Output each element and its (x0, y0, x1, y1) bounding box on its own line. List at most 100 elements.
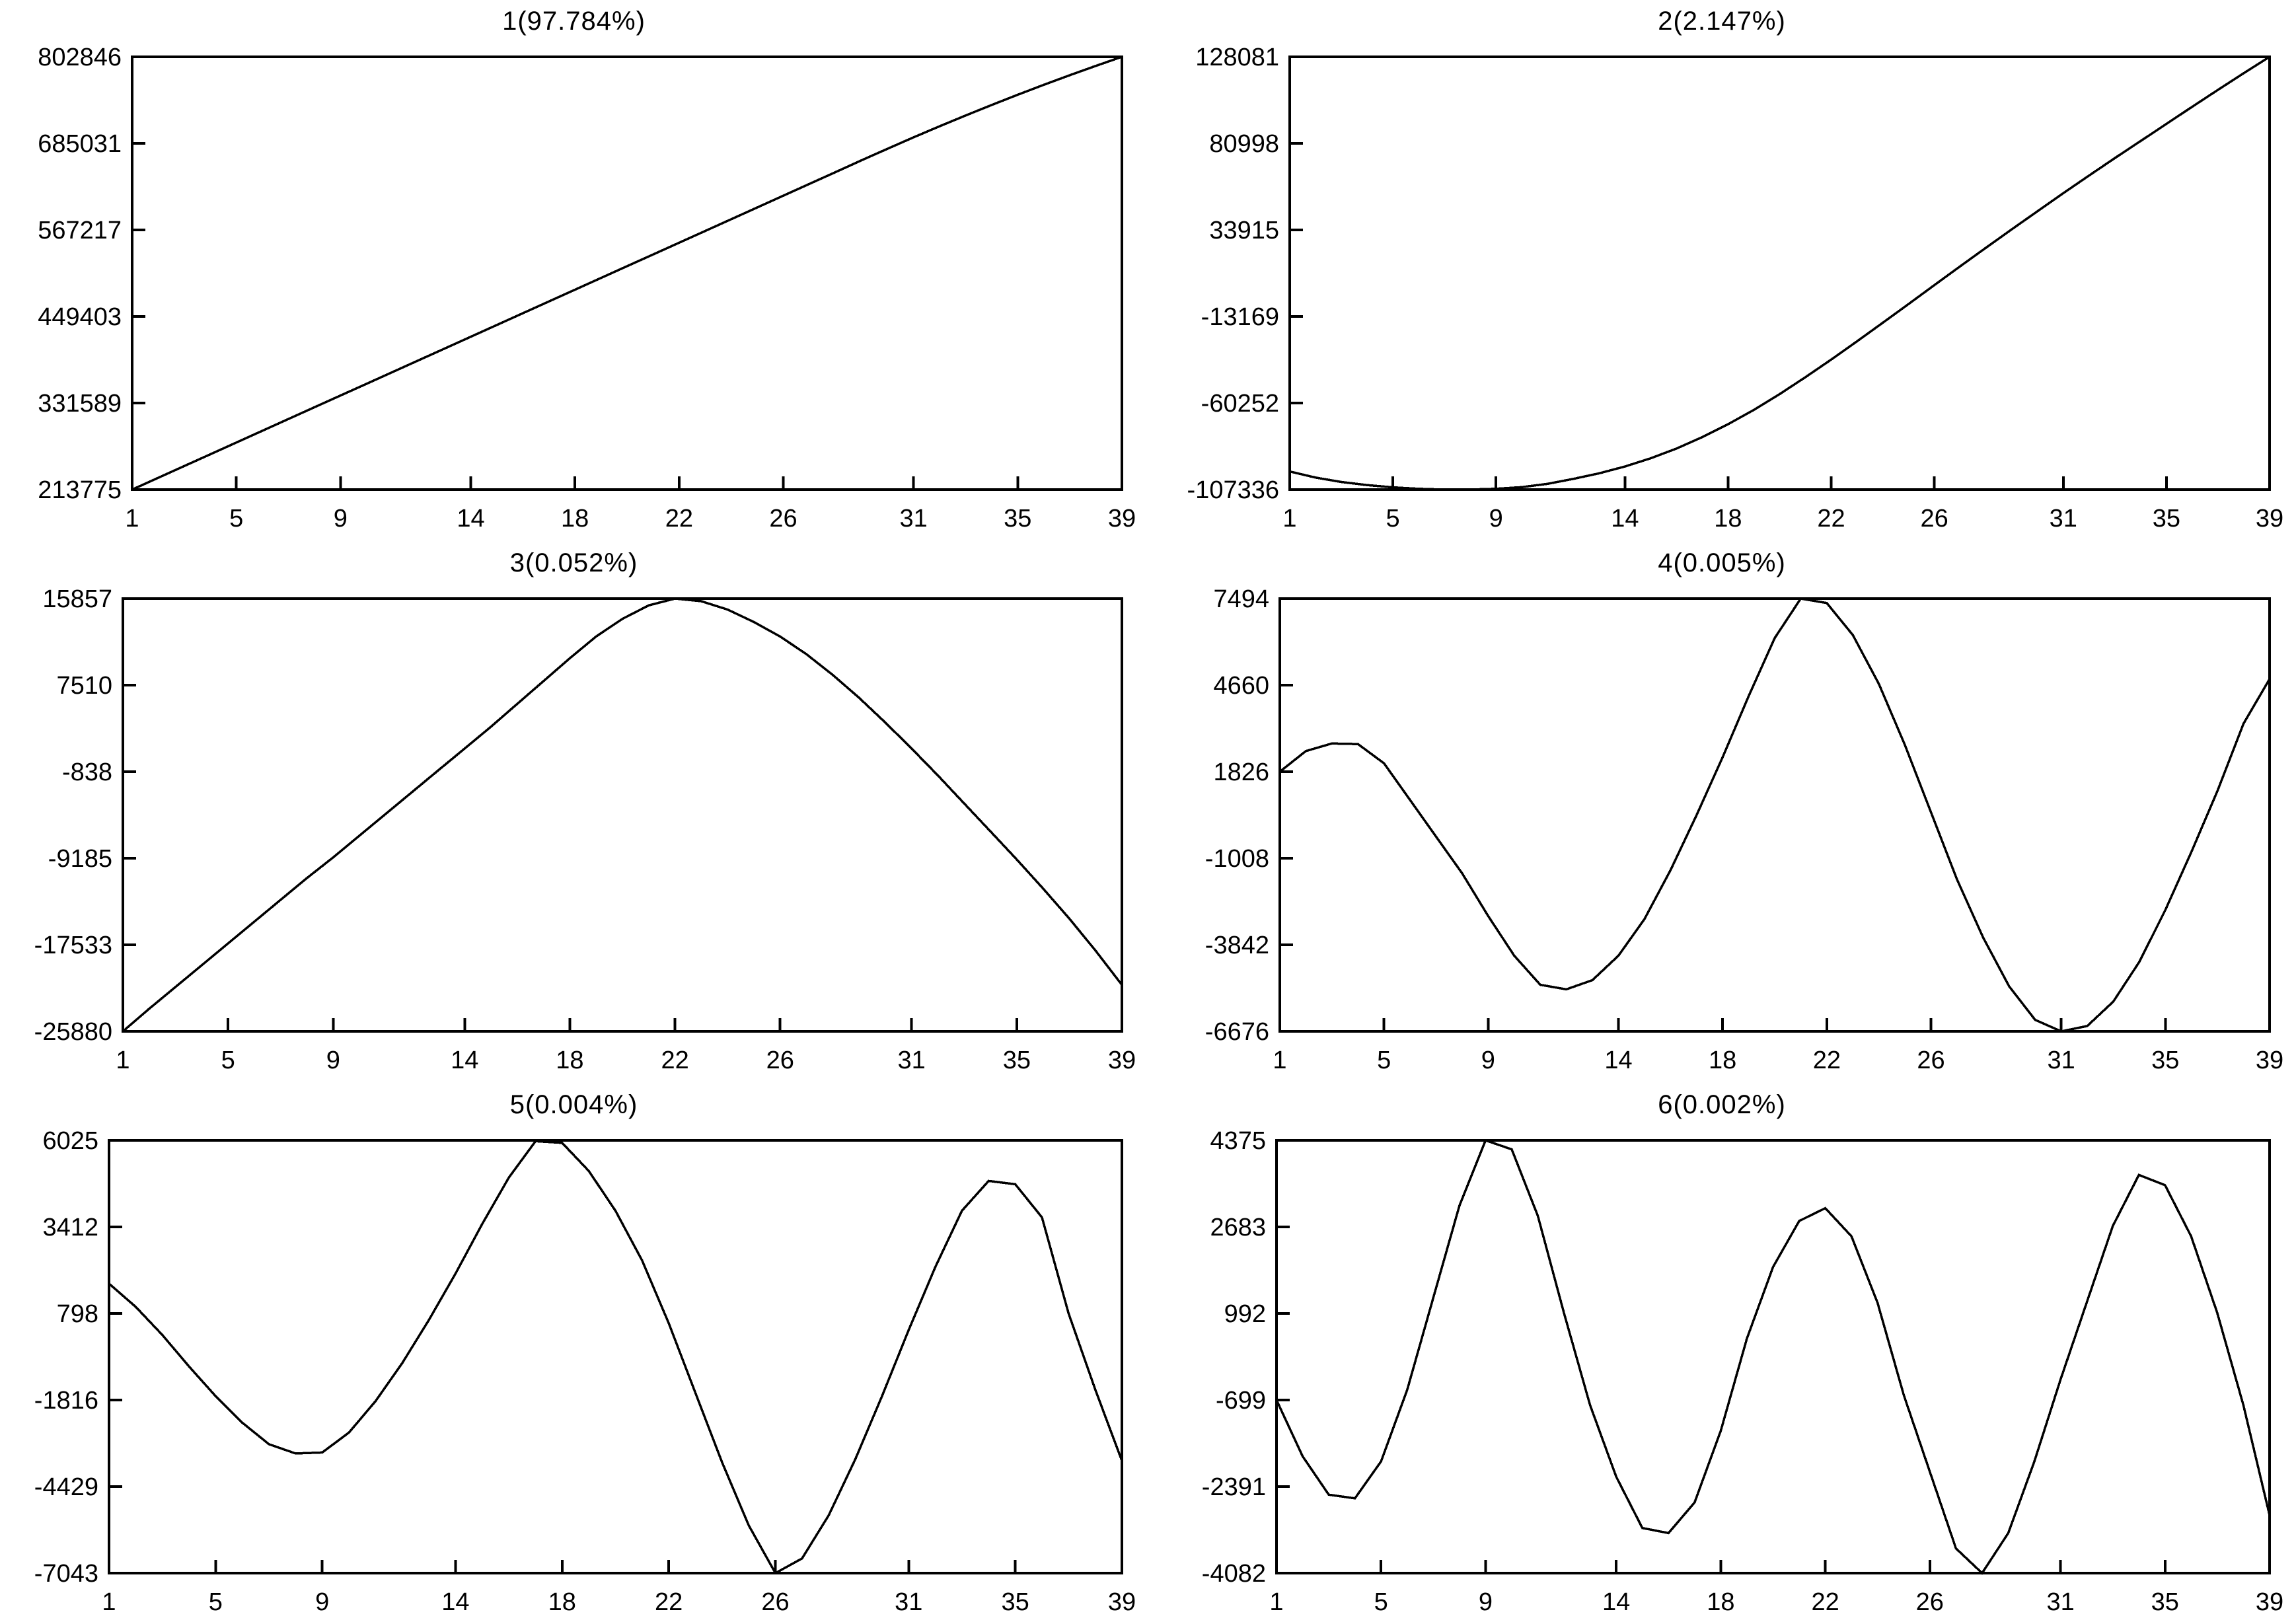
y-tick-label: 992 (1224, 1300, 1266, 1328)
series-line (108, 1140, 1123, 1575)
x-tick-label: 26 (1921, 505, 1948, 533)
x-tick-label: 31 (899, 505, 927, 533)
x-tick-label: 14 (1611, 505, 1639, 533)
y-tick-label: 7494 (1213, 585, 1269, 613)
x-tick-label: 1 (102, 1588, 116, 1616)
y-tick-label: 798 (57, 1300, 98, 1328)
x-tick-label: 26 (766, 1047, 794, 1074)
plot-border (122, 597, 1123, 1033)
y-tick-label: -4429 (34, 1473, 98, 1501)
x-tick-label: 9 (326, 1047, 340, 1074)
y-tick-label: 213775 (38, 476, 122, 504)
y-tick-label: -699 (1216, 1387, 1266, 1415)
x-tick-label: 18 (548, 1588, 576, 1616)
y-tick-label: -25880 (34, 1018, 112, 1046)
x-tick-label: 18 (1707, 1588, 1734, 1616)
y-tick-label: 4660 (1213, 672, 1269, 700)
x-tick-label: 18 (1714, 505, 1742, 533)
y-tick-label: -6676 (1205, 1018, 1269, 1046)
y-tick-label: 6025 (42, 1127, 98, 1155)
x-tick-label: 26 (1917, 1047, 1944, 1074)
y-tick-label: 3412 (42, 1214, 98, 1241)
y-tick-label: 80998 (1209, 130, 1279, 158)
x-tick-label: 22 (1817, 505, 1845, 533)
chart-title: 3(0.052%) (509, 548, 638, 577)
x-tick-label: 5 (209, 1588, 223, 1616)
series-line (1278, 597, 2271, 1033)
x-tick-label: 35 (1003, 1047, 1031, 1074)
x-tick-label: 31 (2047, 1047, 2075, 1074)
subplot-6: 6(0.002%) 4375 2683 992 -699 -2391 -4082 1 5 9 14… (1148, 1084, 2296, 1624)
chart-title: 6(0.002%) (1658, 1090, 1786, 1119)
y-tick-label: -7043 (34, 1560, 98, 1588)
series-line (122, 597, 1123, 1033)
x-tick-label: 5 (1377, 1047, 1391, 1074)
x-tick-label: 14 (1604, 1047, 1632, 1074)
subplot-1: 1(97.784%) 802846 685031 567217 449403 33158… (0, 0, 1148, 542)
x-tick-label: 1 (1273, 1047, 1286, 1074)
x-tick-label: 31 (895, 1588, 922, 1616)
y-tick-label: 7510 (56, 672, 112, 700)
x-tick-label: 1 (1282, 505, 1296, 533)
y-tick-label: -2391 (1202, 1473, 1266, 1501)
x-tick-label: 5 (1374, 1588, 1388, 1616)
y-tick-label: 33915 (1209, 217, 1279, 244)
x-tick-label: 22 (1813, 1047, 1841, 1074)
x-tick-label: 31 (2050, 505, 2077, 533)
x-tick-label: 39 (2256, 1047, 2283, 1074)
y-tick-label: -13169 (1201, 303, 1279, 331)
x-tick-label: 1 (1269, 1588, 1283, 1616)
series-line (1289, 55, 2270, 491)
y-tick-label: 449403 (38, 303, 122, 331)
x-tick-label: 9 (315, 1588, 329, 1616)
x-tick-label: 39 (1108, 505, 1136, 533)
chart-title: 2(2.147%) (1658, 7, 1786, 36)
x-tick-label: 26 (761, 1588, 789, 1616)
x-tick-label: 9 (1481, 1047, 1495, 1074)
chart-title: 5(0.004%) (509, 1090, 638, 1119)
x-tick-label: 31 (2046, 1588, 2074, 1616)
x-tick-label: 9 (1479, 1588, 1493, 1616)
y-tick-label: 128081 (1195, 44, 1279, 71)
x-tick-label: 14 (1602, 1588, 1630, 1616)
x-tick-label: 39 (2256, 1588, 2283, 1616)
x-tick-label: 35 (1004, 505, 1031, 533)
x-tick-label: 5 (221, 1047, 235, 1074)
y-tick-label: -1816 (34, 1387, 98, 1415)
x-tick-label: 18 (1709, 1047, 1736, 1074)
x-tick-label: 22 (1811, 1588, 1839, 1616)
y-tick-label: -838 (62, 758, 112, 786)
series-line (131, 55, 1123, 491)
x-tick-label: 1 (125, 505, 139, 533)
y-tick-label: 4375 (1210, 1127, 1266, 1155)
y-tick-label: -107336 (1187, 476, 1279, 504)
x-tick-label: 35 (2151, 1588, 2179, 1616)
y-tick-label: -60252 (1201, 390, 1279, 418)
subplot-4: 4(0.005%) 7494 4660 1826 -1008 -3842 -6676 1 5 9… (1148, 542, 2296, 1084)
x-tick-label: 26 (769, 505, 797, 533)
y-tick-label: -17533 (34, 932, 112, 959)
y-tick-label: 802846 (38, 44, 122, 71)
chart-title: 4(0.005%) (1658, 548, 1786, 577)
x-tick-label: 14 (451, 1047, 478, 1074)
plot-border (131, 55, 1123, 491)
y-tick-label: -1008 (1205, 845, 1269, 873)
x-tick-label: 5 (229, 505, 243, 533)
y-tick-label: -9185 (48, 845, 112, 873)
x-tick-label: 9 (1489, 505, 1503, 533)
subplot-3: 3(0.052%) 15857 7510 -838 -9185 -17533 -25880… (0, 542, 1148, 1084)
y-tick-label: 331589 (38, 390, 122, 418)
y-tick-label: 15857 (42, 585, 112, 613)
plot-border (1275, 1139, 2271, 1574)
y-tick-label: -3842 (1205, 932, 1269, 959)
x-tick-label: 5 (1386, 505, 1400, 533)
x-tick-label: 9 (334, 505, 348, 533)
x-tick-label: 22 (665, 505, 693, 533)
x-tick-label: 35 (2151, 1047, 2179, 1074)
plot-border (1288, 55, 2271, 491)
